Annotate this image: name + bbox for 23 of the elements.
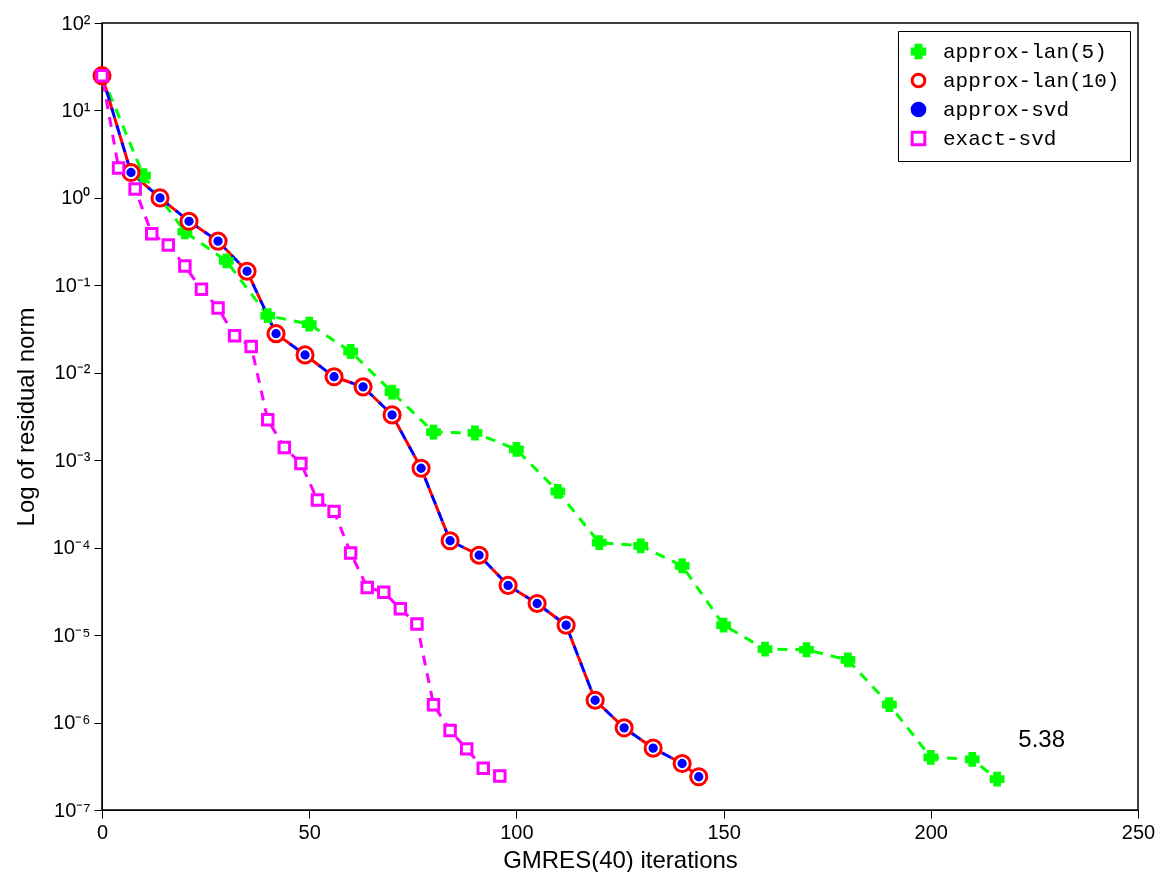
y-tick-label: 10⁻¹ — [54, 273, 91, 296]
legend-label: approx-lan(5) — [943, 40, 1107, 64]
y-tick-label: 10¹ — [61, 98, 91, 121]
y-tick-label: 10⁻² — [54, 361, 91, 384]
y-axis-title: Log of residual norm — [11, 307, 39, 527]
y-tick-label: 10⁻⁵ — [52, 623, 91, 646]
x-tick-label: 150 — [707, 820, 741, 843]
y-tick-label: 10⁻⁶ — [53, 711, 91, 734]
y-tick-label: 10⁻³ — [54, 448, 91, 471]
y-tick-label: 10⁰ — [61, 186, 91, 209]
y-tick-label: 10⁻⁷ — [54, 798, 91, 821]
x-tick-label: 200 — [914, 820, 948, 843]
x-tick-label: 250 — [1121, 820, 1156, 843]
annotation: 5.38 — [1018, 724, 1066, 752]
x-axis-title: GMRES(40) iterations — [503, 845, 738, 872]
y-tick-label: 10⁻⁴ — [52, 536, 91, 559]
x-tick-label: 50 — [298, 820, 321, 843]
y-tick-label: 10² — [61, 11, 91, 34]
legend-label: approx-lan(10) — [943, 69, 1120, 93]
legend-label: exact-svd — [943, 127, 1057, 151]
x-tick-label: 100 — [500, 820, 534, 843]
x-tick-label: 0 — [96, 820, 109, 843]
legend-label: approx-svd — [943, 98, 1070, 122]
